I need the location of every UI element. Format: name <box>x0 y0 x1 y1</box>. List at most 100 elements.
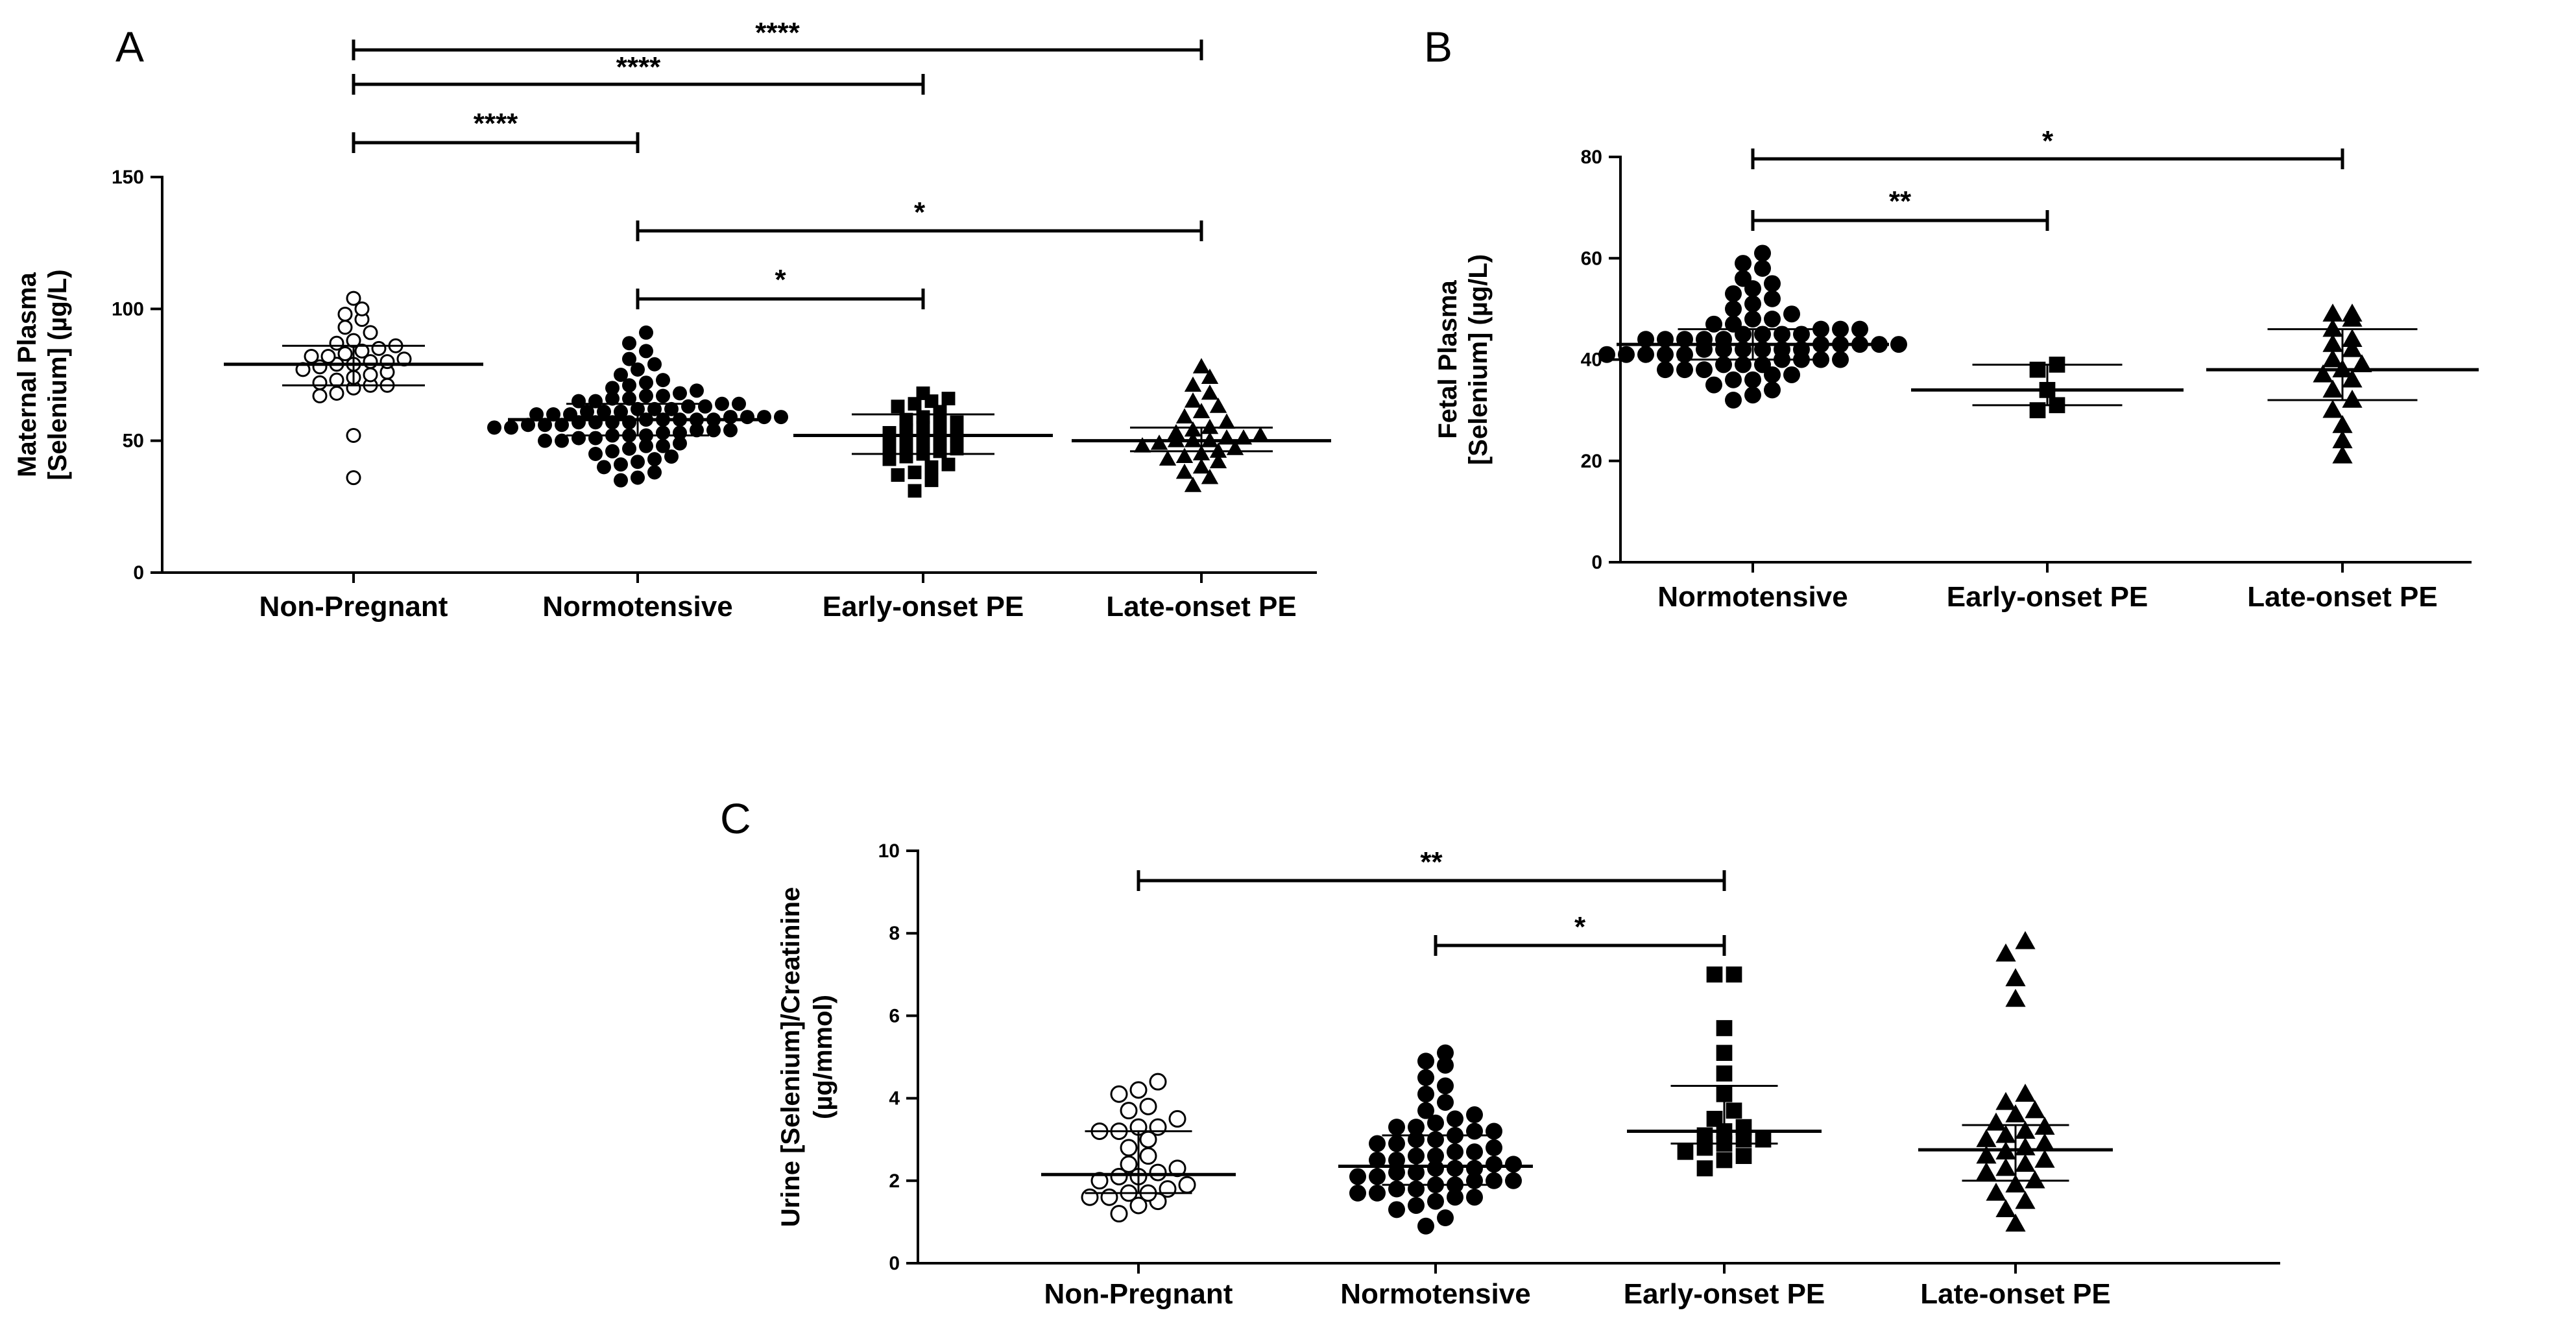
panel-c: C 0 2 4 6 8 10 Urine [Selenium]/Creatinine (µg/m… <box>720 794 2280 1310</box>
data-point <box>1755 1131 1772 1148</box>
data-point <box>572 431 586 445</box>
data-point <box>346 428 361 444</box>
data-point <box>329 385 344 401</box>
data-point <box>1447 1110 1463 1128</box>
data-point <box>1657 361 1674 379</box>
data-point <box>1417 1217 1434 1235</box>
data-point <box>622 378 636 393</box>
data-point <box>1184 376 1202 392</box>
data-point <box>1133 437 1151 453</box>
y-tick-label: 60 <box>1581 248 1602 269</box>
bracket-line <box>1137 870 1726 891</box>
panel-label: B <box>1424 23 1452 71</box>
data-point <box>312 375 328 390</box>
y-tick-label: 0 <box>889 1253 900 1274</box>
bracket-line <box>352 74 925 95</box>
data-point <box>1696 1160 1713 1177</box>
data-point <box>1725 392 1742 409</box>
data-point <box>2034 1133 2055 1152</box>
series-early-onset-pe <box>1627 966 1822 1177</box>
x-tick-label-early-onset-pe: Early-onset PE <box>1947 581 2149 613</box>
x-tick-label-early-onset-pe: Early-onset PE <box>823 591 1024 623</box>
data-point <box>723 423 738 438</box>
data-point <box>933 431 947 445</box>
data-point <box>563 407 577 422</box>
data-point <box>1447 1189 1463 1206</box>
data-point <box>1716 1065 1733 1082</box>
data-point <box>1754 259 1771 277</box>
data-point <box>2332 430 2353 449</box>
x-tick-label-late-onset-pe: Late-onset PE <box>1106 591 1296 623</box>
data-point <box>1618 346 1635 363</box>
significance-bracket: **** <box>352 51 925 95</box>
significance-bracket: ** <box>1137 846 1726 891</box>
significance-bracket: **** <box>352 17 1203 60</box>
data-point <box>614 368 628 382</box>
series-early-onset-pe <box>1911 356 2184 418</box>
data-point <box>572 394 586 409</box>
data-point <box>329 335 344 351</box>
data-point <box>1505 1156 1522 1173</box>
data-point <box>538 418 552 433</box>
data-point <box>1437 1056 1454 1074</box>
data-point <box>1209 398 1227 413</box>
data-point <box>681 399 695 414</box>
data-point <box>1184 477 1202 492</box>
data-point <box>2332 414 2353 433</box>
data-point <box>2322 399 2343 418</box>
data-point <box>1251 426 1270 442</box>
y-tick-label: 0 <box>1591 552 1602 573</box>
y-tick-label: 50 <box>123 431 144 452</box>
data-point <box>1696 361 1713 379</box>
data-point <box>882 452 897 466</box>
data-point <box>908 397 922 411</box>
data-point <box>656 438 670 453</box>
y-tick-label: 80 <box>1581 147 1602 168</box>
data-point <box>1726 1102 1742 1119</box>
x-tick-label-late-onset-pe: Late-onset PE <box>1920 1278 2110 1310</box>
data-point <box>2015 1121 2036 1139</box>
data-point <box>1408 1180 1425 1198</box>
data-point <box>1976 1145 1997 1164</box>
data-point <box>933 444 947 458</box>
data-point <box>2005 1213 2026 1232</box>
data-point <box>1149 1118 1167 1136</box>
data-point <box>899 412 913 427</box>
data-point <box>1408 1164 1425 1182</box>
data-point <box>555 418 569 433</box>
data-point <box>337 346 353 361</box>
data-point <box>614 457 628 472</box>
data-point <box>1408 1147 1425 1165</box>
data-point <box>1890 336 1907 353</box>
data-point <box>1437 1093 1454 1111</box>
data-point <box>1637 346 1654 363</box>
data-point <box>1110 1205 1128 1223</box>
data-point <box>774 410 788 425</box>
data-point <box>1209 442 1227 458</box>
y-axis-label: [Selenium] (µg/L) <box>43 269 72 480</box>
data-point <box>1486 1122 1502 1140</box>
data-point <box>1388 1164 1405 1182</box>
data-point <box>1437 1044 1454 1062</box>
data-point <box>1735 270 1751 287</box>
data-point <box>1437 1209 1454 1227</box>
data-point <box>1725 300 1742 318</box>
data-point <box>320 349 336 364</box>
data-point <box>1437 1077 1454 1095</box>
data-point <box>504 420 518 435</box>
data-point <box>908 484 922 498</box>
data-point <box>2342 369 2363 388</box>
data-point <box>521 418 535 433</box>
data-point <box>950 415 964 429</box>
panel-label: C <box>720 794 751 842</box>
data-point <box>899 449 913 464</box>
data-point <box>1986 1112 2006 1131</box>
significance-bracket: * <box>636 196 1203 241</box>
data-point <box>1417 1102 1434 1119</box>
significance-label: ** <box>1889 185 1912 217</box>
data-point <box>622 441 636 456</box>
data-point <box>2015 1154 2036 1172</box>
data-point <box>1159 450 1177 466</box>
data-point <box>1466 1122 1483 1140</box>
significance-bracket: * <box>636 264 925 309</box>
